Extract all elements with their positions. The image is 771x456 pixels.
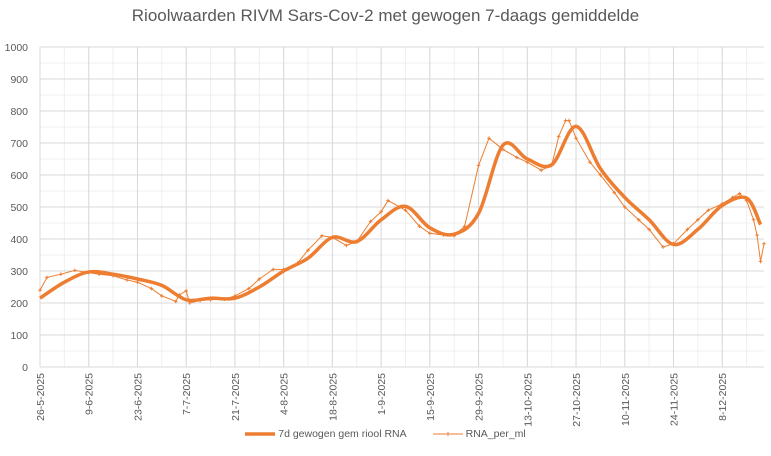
y-tick-label: 800 — [10, 106, 28, 118]
legend-label-raw: RNA_per_ml — [465, 428, 526, 440]
raw-data-point — [149, 286, 154, 291]
raw-data-point — [685, 227, 690, 232]
legend-item-raw: RNA_per_ml — [432, 428, 526, 440]
y-tick-label: 700 — [10, 138, 28, 150]
raw-data-point — [525, 160, 530, 164]
raw-data-point — [563, 118, 568, 123]
raw-data-point — [574, 136, 578, 140]
legend-thick-line-icon — [245, 432, 276, 436]
y-tick-label: 500 — [10, 202, 28, 214]
raw-data-point — [417, 224, 422, 228]
raw-data-point — [758, 259, 763, 264]
chart-title: Rioolwaarden RIVM Sars-Cov-2 met gewogen… — [131, 6, 640, 25]
raw-data-point — [755, 233, 759, 237]
y-tick-label: 900 — [10, 74, 28, 86]
raw-data-point — [368, 219, 373, 224]
raw-data-point — [320, 234, 324, 238]
raw-data-point — [125, 278, 129, 282]
raw-data-point — [257, 277, 262, 281]
x-tick-label: 1-9-2025 — [376, 373, 388, 415]
raw-data-point — [462, 224, 467, 228]
raw-data-point — [598, 173, 603, 177]
raw-data-point — [706, 208, 711, 212]
raw-data-point — [59, 272, 63, 276]
x-tick-label: 29-9-2025 — [474, 373, 486, 421]
raw-data-point — [306, 248, 310, 252]
series-raw-line — [39, 120, 765, 304]
y-tick-label: 1000 — [5, 42, 29, 54]
raw-data-point — [737, 191, 742, 196]
y-tick-label: 400 — [10, 234, 28, 246]
raw-data-point — [661, 245, 665, 249]
raw-data-point — [751, 218, 756, 222]
x-tick-label: 15-9-2025 — [425, 373, 437, 421]
y-tick-label: 0 — [22, 362, 28, 374]
legend-label-smoothed: 7d gewogen gem riool RNA — [278, 428, 407, 440]
raw-data-point — [476, 163, 481, 168]
y-tick-label: 300 — [10, 266, 28, 278]
legend: 7d gewogen gem riool RNA RNA_per_ml — [0, 428, 771, 440]
y-tick-label: 200 — [10, 298, 28, 310]
raw-data-point — [515, 155, 519, 160]
raw-data-point — [762, 242, 766, 246]
raw-data-point — [160, 294, 164, 298]
legend-marker-line-icon — [432, 432, 463, 436]
x-tick-label: 23-6-2025 — [132, 373, 144, 421]
raw-data-point — [173, 299, 178, 304]
y-tick-label: 100 — [10, 330, 28, 342]
raw-data-point — [696, 218, 700, 222]
x-tick-label: 13-10-2025 — [522, 373, 534, 427]
x-tick-label: 24-11-2025 — [669, 373, 681, 426]
x-tick-label: 18-8-2025 — [327, 373, 339, 421]
legend-item-smoothed: 7d gewogen gem riool RNA — [245, 428, 407, 440]
raw-data-point — [612, 190, 617, 195]
raw-data-point — [379, 210, 383, 214]
raw-data-point — [647, 227, 651, 232]
raw-data-point — [73, 268, 77, 273]
x-tick-label: 27-10-2025 — [571, 373, 583, 427]
raw-data-point — [135, 280, 140, 284]
raw-data-point — [556, 134, 561, 139]
x-tick-label: 7-7-2025 — [181, 373, 193, 415]
raw-data-point — [403, 208, 408, 212]
raw-data-point — [428, 231, 432, 236]
y-tick-label: 600 — [10, 170, 28, 182]
x-tick-label: 26-5-2025 — [35, 373, 47, 421]
raw-data-point — [567, 118, 571, 123]
raw-data-point — [247, 286, 251, 291]
raw-data-point — [539, 168, 544, 172]
raw-data-point — [636, 218, 641, 222]
x-tick-label: 10-11-2025 — [620, 373, 632, 426]
x-tick-label: 8-12-2025 — [717, 373, 729, 421]
series-smoothed-line — [39, 124, 763, 303]
raw-data-point — [271, 267, 276, 272]
raw-data-point — [38, 288, 42, 292]
raw-data-point — [622, 205, 627, 209]
x-tick-label: 21-7-2025 — [230, 373, 242, 421]
x-tick-label: 4-8-2025 — [279, 373, 291, 415]
x-tick-label: 9-6-2025 — [84, 373, 96, 415]
raw-data-point — [386, 198, 390, 203]
raw-data-point — [184, 289, 188, 293]
raw-data-point — [45, 275, 49, 280]
raw-data-point — [487, 136, 491, 140]
raw-data-point — [588, 160, 592, 164]
raw-data-point — [344, 243, 349, 248]
